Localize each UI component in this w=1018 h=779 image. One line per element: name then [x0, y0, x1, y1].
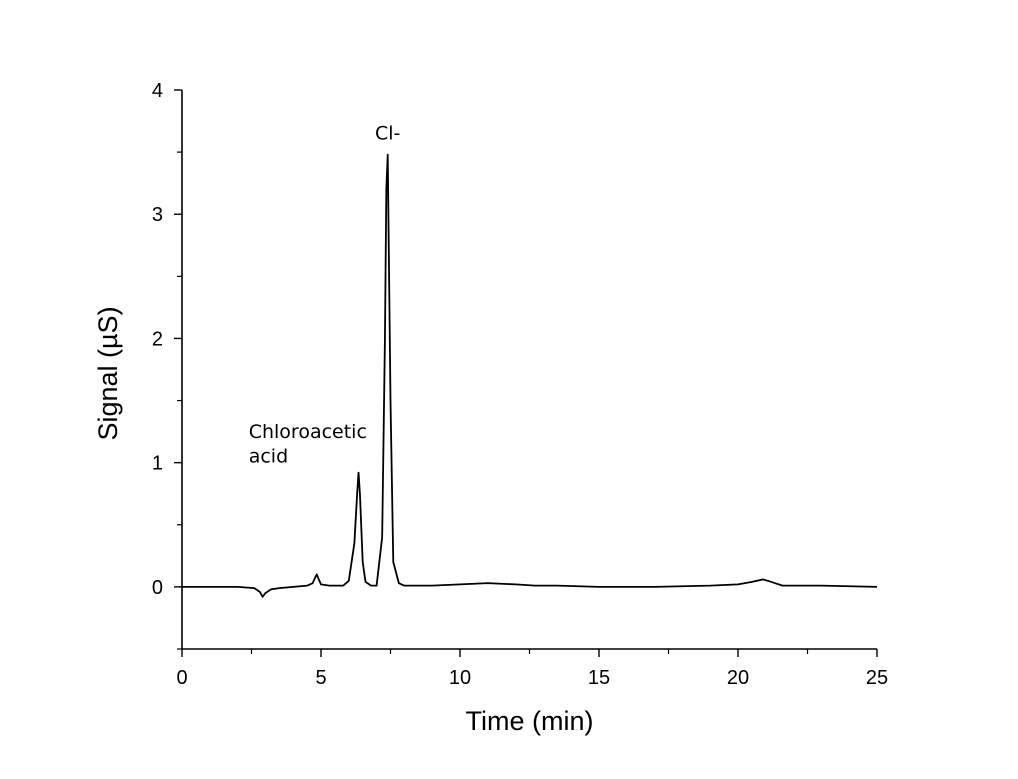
x-tick-label: 25 [866, 667, 888, 689]
series-layer [182, 153, 878, 598]
y-tick-label: 0 [152, 577, 163, 599]
y-tick-label: 3 [152, 204, 163, 226]
x-tick-label: 15 [588, 667, 610, 689]
x-tick-label: 5 [315, 667, 326, 689]
y-tick-label: 4 [152, 80, 163, 102]
peak-annotation: Chloroacetic [249, 421, 367, 443]
peak-annotation: acid [249, 446, 288, 468]
annotations: Cl- Chloroacetic acid [249, 123, 401, 468]
ticks: 0 5 10 15 20 25 0 1 2 3 4 [152, 80, 888, 689]
y-tick-label: 2 [152, 328, 163, 350]
peak-annotation: Cl- [375, 123, 400, 145]
x-tick-label: 10 [449, 667, 471, 689]
x-tick-label: 0 [176, 667, 187, 689]
y-tick-label: 1 [152, 453, 163, 475]
x-axis-title: Time (min) [466, 706, 594, 736]
axes [181, 90, 877, 650]
x-tick-label: 20 [727, 667, 749, 689]
signal-trace-line [182, 153, 878, 598]
y-axis-title: Signal (µS) [93, 306, 123, 440]
